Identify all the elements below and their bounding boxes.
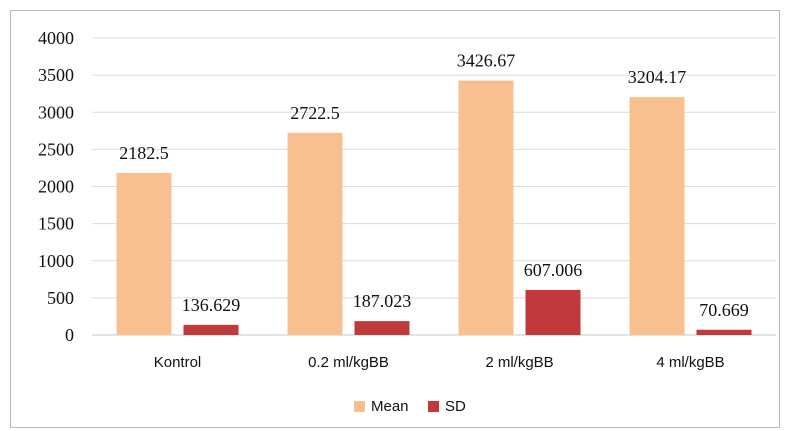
- bar-sd-2: [354, 321, 410, 335]
- y-tick-label: 1000: [38, 251, 74, 271]
- bar-sd-1: [183, 324, 239, 335]
- y-tick-label: 500: [47, 288, 74, 308]
- x-tick-label: 2 ml/kgBB: [485, 354, 553, 371]
- bar-mean-4: [629, 97, 685, 335]
- y-tick-label: 3500: [38, 65, 74, 85]
- y-tick-label: 2000: [38, 177, 74, 197]
- y-tick-label: 0: [65, 325, 74, 345]
- bar-mean-1: [116, 172, 172, 335]
- data-label: 70.669: [699, 300, 749, 320]
- y-tick-label: 2500: [38, 139, 74, 159]
- data-label: 136.629: [182, 295, 241, 315]
- data-label: 607.006: [524, 260, 583, 280]
- bar-mean-2: [287, 132, 343, 335]
- y-tick-label: 3000: [38, 102, 74, 122]
- bar-sd-4: [696, 329, 752, 335]
- legend-label-sd: SD: [445, 398, 466, 415]
- bar-sd-3: [525, 289, 581, 335]
- legend-label-mean: Mean: [371, 398, 409, 415]
- x-tick-label: 0.2 ml/kgBB: [308, 354, 389, 371]
- legend-swatch-mean: [354, 401, 365, 412]
- x-tick-label: Kontrol: [154, 354, 202, 371]
- y-tick-label: 4000: [38, 28, 74, 48]
- data-label: 3426.67: [457, 51, 516, 71]
- y-tick-label: 1500: [38, 214, 74, 234]
- bar-mean-3: [458, 80, 514, 335]
- data-label: 2722.5: [290, 103, 340, 123]
- x-tick-label: 4 ml/kgBB: [656, 354, 724, 371]
- data-label: 3204.17: [628, 67, 687, 87]
- data-label: 2182.5: [119, 143, 169, 163]
- data-label: 187.023: [353, 291, 412, 311]
- legend-swatch-sd: [428, 401, 439, 412]
